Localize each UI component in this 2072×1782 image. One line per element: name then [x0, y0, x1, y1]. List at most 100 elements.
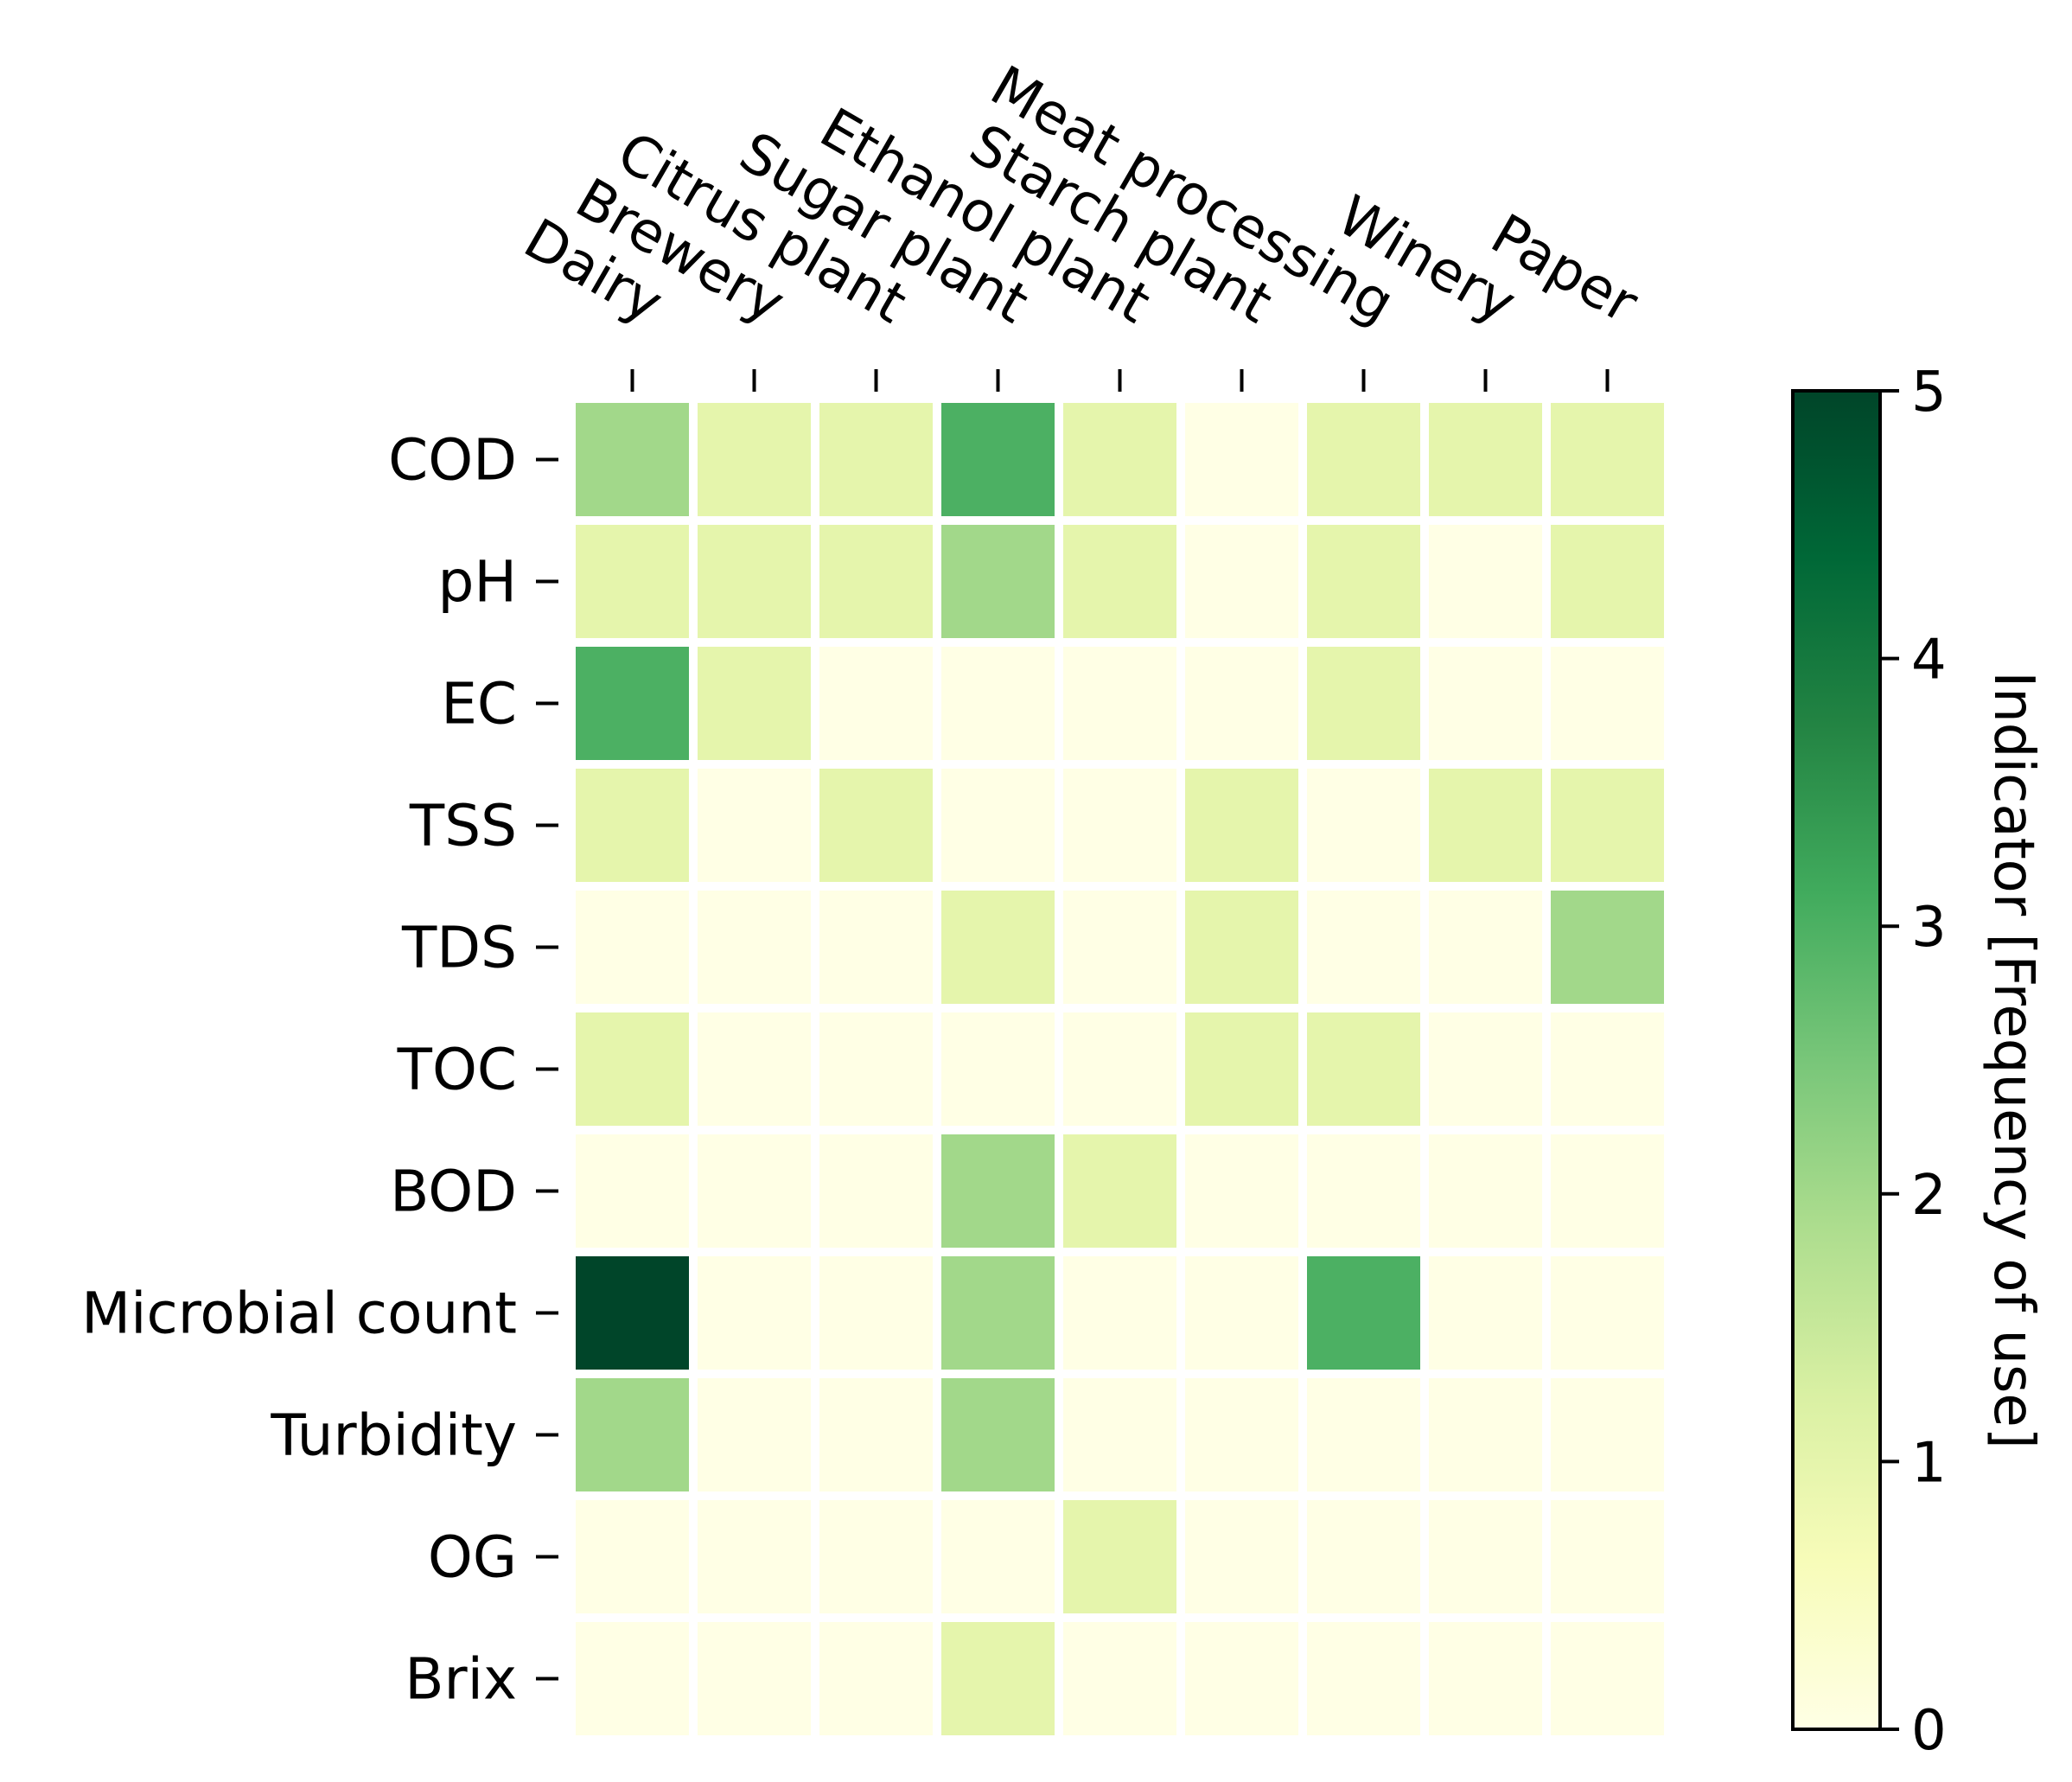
- cell-og-winery: [1429, 1500, 1542, 1613]
- cell-bod-winery: [1429, 1134, 1542, 1248]
- cell-ec-meat-processing: [1307, 647, 1420, 760]
- cell-tss-ethanol-plant: [1063, 769, 1176, 882]
- cell-bod-ethanol-plant: [1063, 1134, 1176, 1248]
- cell-og-meat-processing: [1307, 1500, 1420, 1613]
- cell-brix-brewery: [698, 1622, 811, 1735]
- cell-ec-ethanol-plant: [1063, 647, 1176, 760]
- cell-ph-winery: [1429, 525, 1542, 638]
- y-tick-label-ph: pH: [437, 549, 517, 616]
- cell-turbidity-citrus-plant: [819, 1378, 933, 1491]
- cell-tss-starch-plant: [1185, 769, 1298, 882]
- cell-toc-sugar-plant: [941, 1012, 1055, 1126]
- cell-ec-winery: [1429, 647, 1542, 760]
- cell-turbidity-dairy: [576, 1378, 689, 1491]
- cell-ph-dairy: [576, 525, 689, 638]
- cell-og-citrus-plant: [819, 1500, 933, 1613]
- cell-toc-paper: [1551, 1012, 1664, 1126]
- cell-turbidity-sugar-plant: [941, 1378, 1055, 1491]
- cell-cod-citrus-plant: [819, 403, 933, 516]
- cell-toc-meat-processing: [1307, 1012, 1420, 1126]
- cell-ec-citrus-plant: [819, 647, 933, 760]
- colorbar-gradient: [1793, 391, 1880, 1729]
- cell-ec-dairy: [576, 647, 689, 760]
- colorbar-tick-label-5: 5: [1911, 361, 1947, 425]
- cell-bod-meat-processing: [1307, 1134, 1420, 1248]
- y-tick-label-cod: COD: [388, 427, 517, 494]
- y-tick-label-brix: Brix: [405, 1646, 517, 1713]
- cell-microbial-count-citrus-plant: [819, 1256, 933, 1370]
- cell-bod-paper: [1551, 1134, 1664, 1248]
- cell-turbidity-ethanol-plant: [1063, 1378, 1176, 1491]
- y-tick-label-og: OG: [428, 1524, 517, 1591]
- cell-tds-sugar-plant: [941, 891, 1055, 1004]
- cell-tds-ethanol-plant: [1063, 891, 1176, 1004]
- cell-turbidity-meat-processing: [1307, 1378, 1420, 1491]
- cell-toc-brewery: [698, 1012, 811, 1126]
- cell-microbial-count-dairy: [576, 1256, 689, 1370]
- cell-brix-ethanol-plant: [1063, 1622, 1176, 1735]
- cell-ph-starch-plant: [1185, 525, 1298, 638]
- cell-brix-sugar-plant: [941, 1622, 1055, 1735]
- cell-bod-sugar-plant: [941, 1134, 1055, 1248]
- cell-microbial-count-winery: [1429, 1256, 1542, 1370]
- cell-microbial-count-sugar-plant: [941, 1256, 1055, 1370]
- cell-turbidity-paper: [1551, 1378, 1664, 1491]
- cell-bod-citrus-plant: [819, 1134, 933, 1248]
- cell-ec-starch-plant: [1185, 647, 1298, 760]
- cell-og-starch-plant: [1185, 1500, 1298, 1613]
- cell-brix-meat-processing: [1307, 1622, 1420, 1735]
- colorbar-frame: [1791, 389, 1882, 1731]
- heatmap-cells: [576, 403, 1664, 1735]
- cell-ph-meat-processing: [1307, 525, 1420, 638]
- cell-brix-winery: [1429, 1622, 1542, 1735]
- cell-brix-paper: [1551, 1622, 1664, 1735]
- colorbar-tick-label-1: 1: [1911, 1431, 1947, 1495]
- colorbar-tick-label-4: 4: [1911, 629, 1947, 693]
- cell-tss-paper: [1551, 769, 1664, 882]
- cell-cod-brewery: [698, 403, 811, 516]
- cell-tds-starch-plant: [1185, 891, 1298, 1004]
- cell-microbial-count-ethanol-plant: [1063, 1256, 1176, 1370]
- cell-toc-winery: [1429, 1012, 1542, 1126]
- cell-toc-starch-plant: [1185, 1012, 1298, 1126]
- cell-tds-winery: [1429, 891, 1542, 1004]
- cell-brix-dairy: [576, 1622, 689, 1735]
- cell-microbial-count-meat-processing: [1307, 1256, 1420, 1370]
- cell-tss-brewery: [698, 769, 811, 882]
- cell-ph-citrus-plant: [819, 525, 933, 638]
- cell-tds-dairy: [576, 891, 689, 1004]
- cell-og-paper: [1551, 1500, 1664, 1613]
- cell-og-dairy: [576, 1500, 689, 1613]
- cell-tss-winery: [1429, 769, 1542, 882]
- colorbar-tick-label-2: 2: [1911, 1164, 1947, 1228]
- cell-ph-paper: [1551, 525, 1664, 638]
- cell-tds-citrus-plant: [819, 891, 933, 1004]
- y-tick-label-bod: BOD: [390, 1159, 517, 1225]
- cell-bod-brewery: [698, 1134, 811, 1248]
- colorbar-ticks: 0 1 2 3 4 5: [1880, 361, 1947, 1763]
- cell-turbidity-winery: [1429, 1378, 1542, 1491]
- cell-toc-citrus-plant: [819, 1012, 933, 1126]
- cell-og-brewery: [698, 1500, 811, 1613]
- cell-microbial-count-starch-plant: [1185, 1256, 1298, 1370]
- y-tick-label-tss: TSS: [409, 793, 517, 859]
- cell-tds-meat-processing: [1307, 891, 1420, 1004]
- colorbar: 0 1 2 3 4 5 Indicator [Frequency of use]: [1791, 361, 2045, 1763]
- cell-turbidity-brewery: [698, 1378, 811, 1491]
- colorbar-tick-label-3: 3: [1911, 896, 1947, 960]
- cell-bod-dairy: [576, 1134, 689, 1248]
- cell-tss-sugar-plant: [941, 769, 1055, 882]
- row-labels: COD pH EC TSS TDS TOC BOD Microbial count Turbid…: [81, 427, 558, 1713]
- cell-ph-sugar-plant: [941, 525, 1055, 638]
- cell-bod-starch-plant: [1185, 1134, 1298, 1248]
- cell-toc-dairy: [576, 1012, 689, 1126]
- cell-cod-ethanol-plant: [1063, 403, 1176, 516]
- cell-ec-brewery: [698, 647, 811, 760]
- cell-microbial-count-paper: [1551, 1256, 1664, 1370]
- y-tick-label-tds: TDS: [401, 915, 517, 981]
- y-tick-label-turbidity: Turbidity: [270, 1402, 517, 1469]
- y-tick-label-ec: EC: [441, 671, 517, 738]
- cell-toc-ethanol-plant: [1063, 1012, 1176, 1126]
- cell-tss-citrus-plant: [819, 769, 933, 882]
